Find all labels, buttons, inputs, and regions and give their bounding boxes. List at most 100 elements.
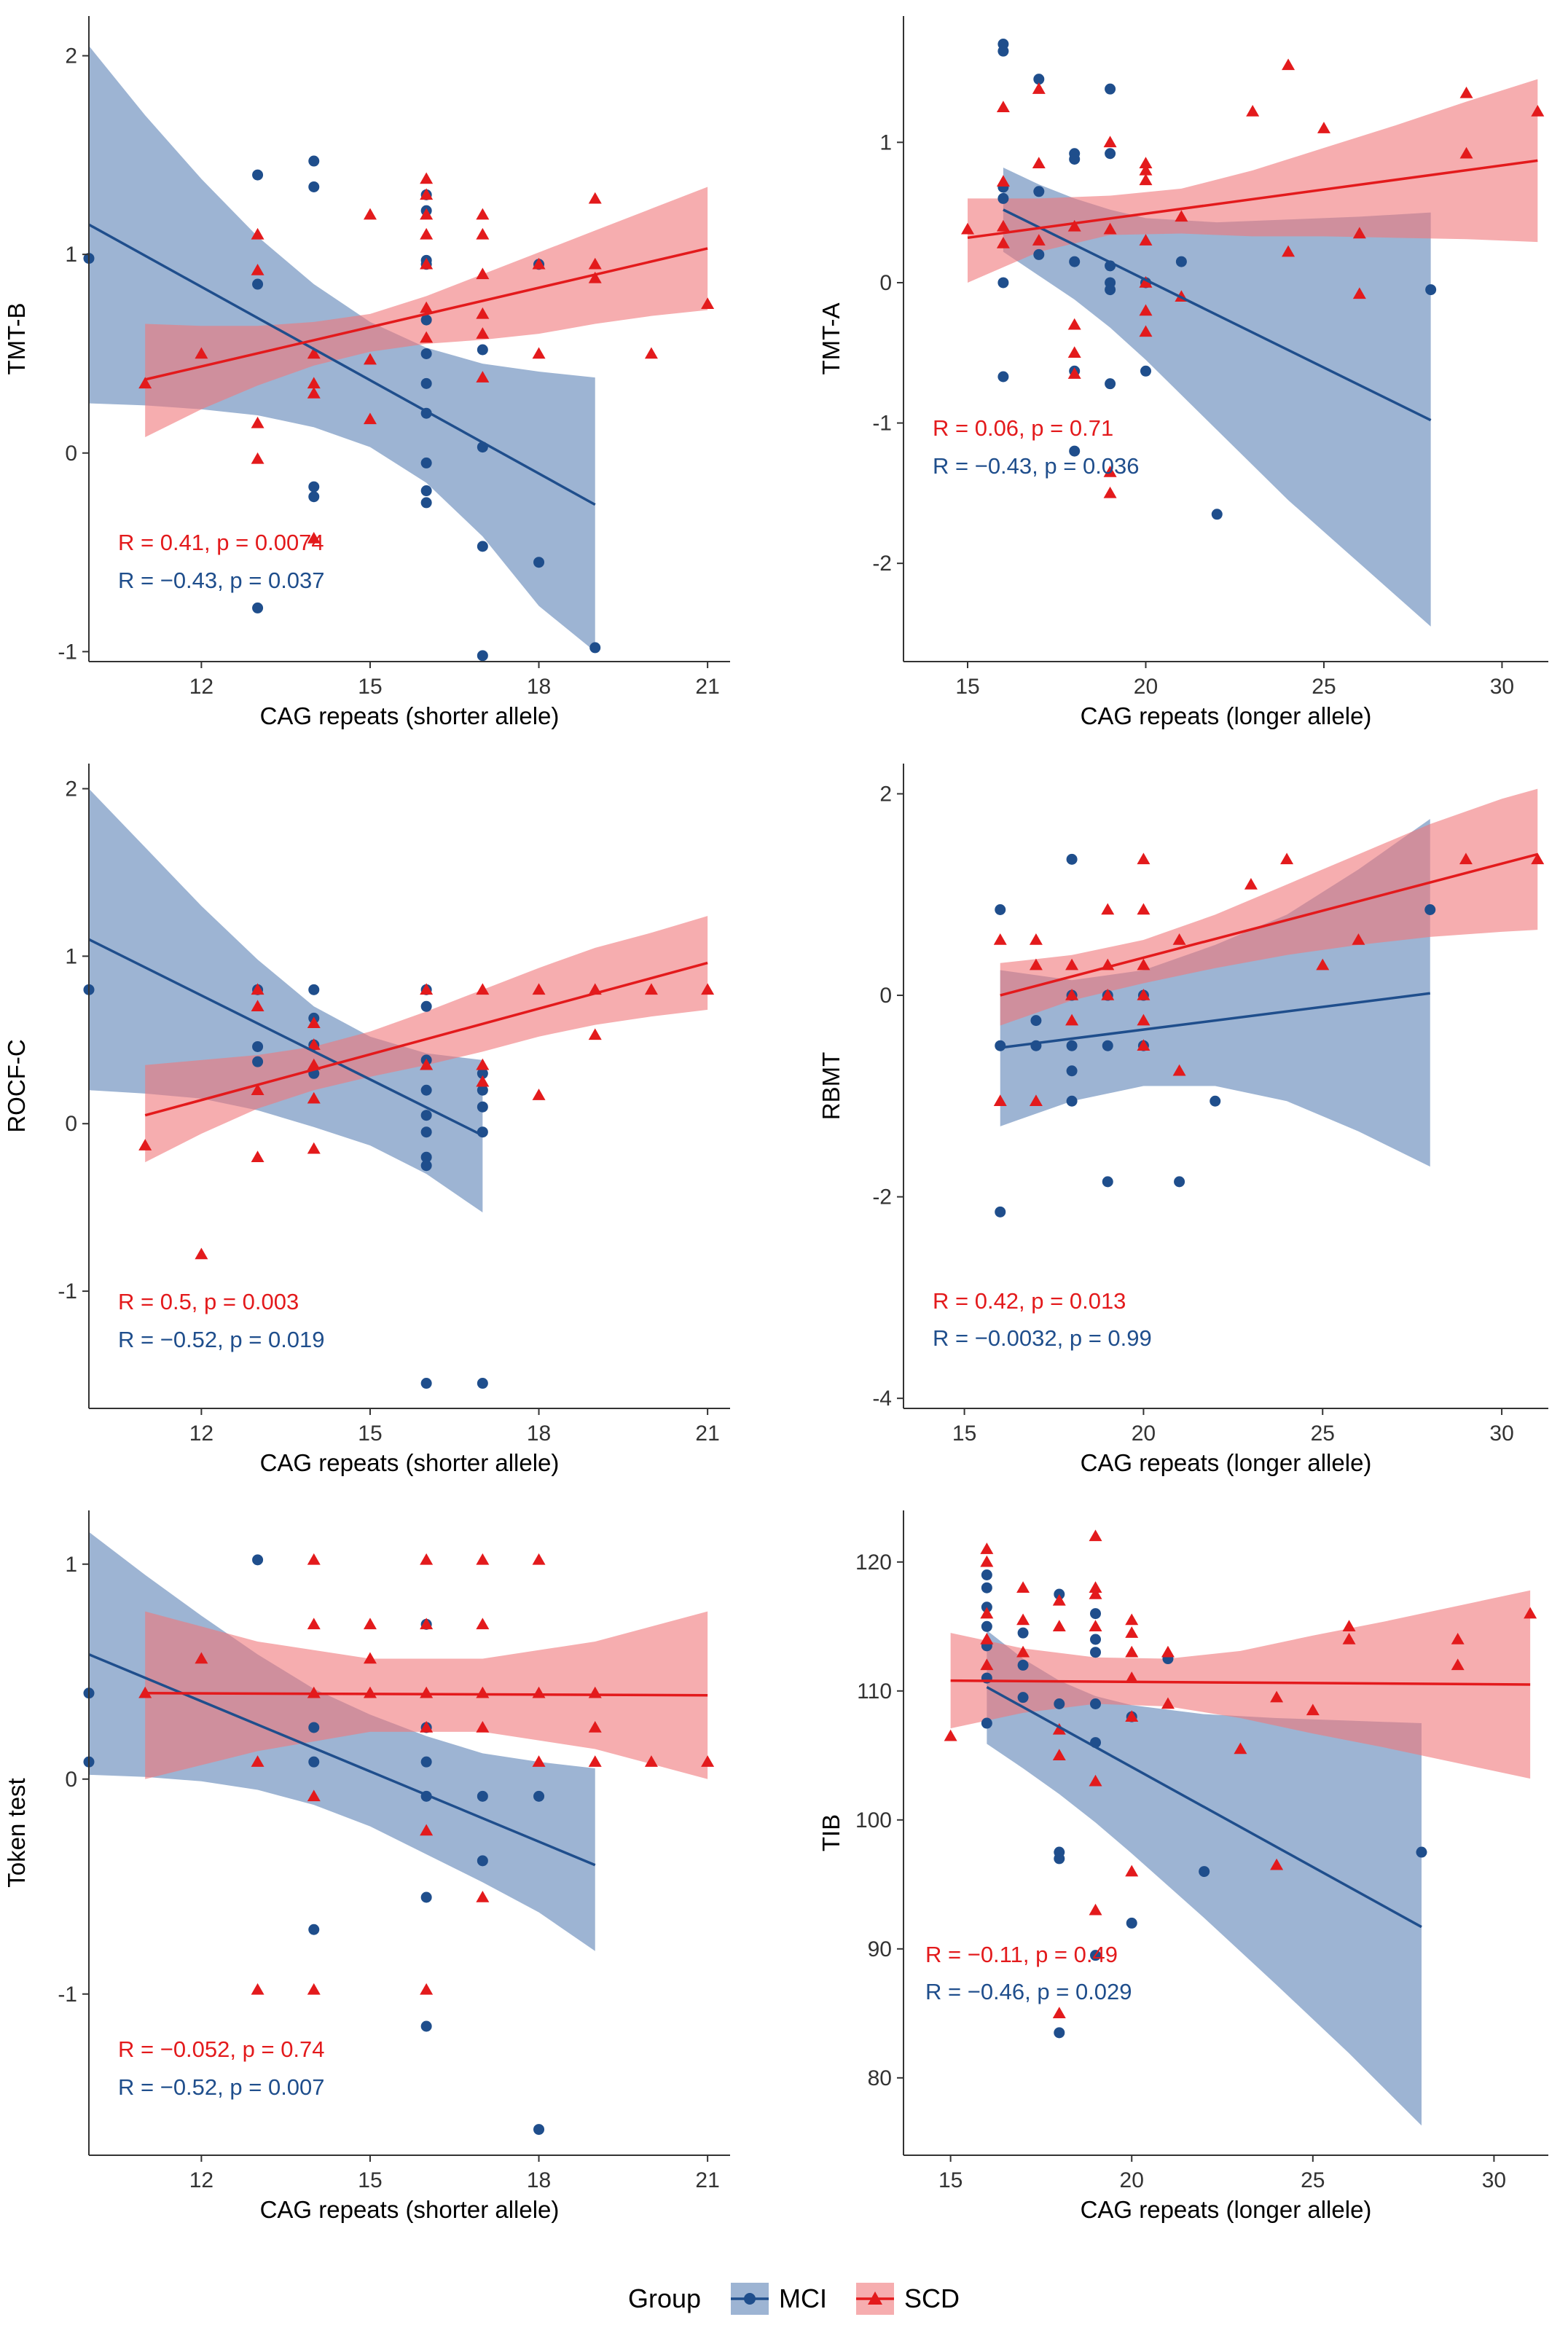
legend-title: Group [628,2283,701,2313]
stat-annotation: R = −0.43, p = 0.037 [118,568,325,593]
data-point-scd [1139,325,1153,337]
data-point-mci [420,2020,432,2032]
data-point-scd [1139,163,1153,176]
y-axis-title: TIB [818,1814,844,1851]
data-point-scd [588,1755,602,1767]
data-point-scd [1067,219,1081,232]
data-point-scd [251,1755,264,1767]
data-point-mci [1069,256,1081,267]
stat-annotation: R = −0.43, p = 0.036 [933,453,1140,479]
data-point-scd [476,1891,490,1902]
data-point-scd [363,353,377,365]
data-point-scd [701,1755,715,1767]
data-point-scd [1032,234,1046,246]
data-point-scd [420,1720,434,1733]
data-point-scd [980,1555,994,1567]
legend-label-mci: MCI [779,2283,827,2313]
x-tick-label: 15 [358,1422,382,1446]
data-point-mci [533,557,545,568]
data-point-mci [1102,1176,1113,1188]
x-tick-label: 30 [1490,675,1514,699]
y-tick-label: 0 [65,1112,77,1136]
data-point-scd [1067,346,1081,358]
x-axis-title: CAG repeats (longer allele) [1081,2196,1372,2223]
data-point-scd [363,1618,377,1630]
x-tick-label: 12 [189,2168,213,2192]
data-point-mci [1090,1634,1102,1645]
data-point-scd [363,412,377,425]
data-point-scd [1139,304,1153,316]
data-point-scd [420,1553,434,1565]
data-point-scd [1101,989,1115,1000]
data-point-mci [995,904,1006,916]
data-point-mci [1090,1608,1102,1620]
data-point-scd [1103,465,1117,477]
x-tick-label: 15 [358,2168,382,2192]
y-tick-label: 110 [857,1679,892,1703]
data-point-scd [307,386,321,399]
data-point-scd [476,1075,490,1087]
data-point-scd [1137,852,1150,865]
data-point-mci [1054,1853,1065,1865]
data-point-mci [308,181,320,192]
data-point-scd [644,1755,658,1767]
x-tick-label: 25 [1312,675,1336,699]
data-point-scd [944,1729,957,1741]
data-point-mci [420,1000,432,1012]
data-point-mci [420,1756,432,1768]
confidence-band-scd [950,1590,1531,1779]
data-point-scd [588,271,602,283]
data-point-scd [476,983,490,995]
data-point-scd [1137,958,1150,971]
data-point-scd [1316,958,1330,971]
y-tick-label: -1 [58,1279,77,1303]
y-axis-title: TMT-B [3,303,30,375]
data-point-mci [308,155,320,167]
regression-line-mci [1003,208,1432,422]
data-point-scd [420,172,434,184]
data-point-scd [532,257,546,270]
data-point-scd [1270,1858,1284,1870]
data-point-scd [1342,1633,1356,1644]
data-point-scd [1016,1581,1030,1593]
data-point-scd [1352,287,1366,299]
data-point-mci [1425,284,1437,296]
data-point-mci [1199,1866,1210,1878]
y-axis-title: Token test [3,1778,30,1887]
confidence-band-mci [987,1630,1422,2126]
data-point-mci [477,344,488,356]
data-point-scd [476,267,490,280]
data-point-mci [997,371,1009,383]
data-point-scd [1016,1645,1030,1658]
data-point-scd [1137,1039,1150,1051]
data-point-mci [252,602,264,613]
x-axis-title: CAG repeats (shorter allele) [260,1449,560,1476]
data-point-scd [307,1142,321,1154]
data-point-scd [1270,1690,1284,1703]
legend-key-marker-mci [744,2293,756,2305]
y-tick-label: -4 [872,1387,892,1411]
x-tick-label: 25 [1301,2168,1325,2192]
data-point-scd [644,983,658,995]
panel-tib: 80 90 100 110 120 15 20 25 30 CAG repeats (longer… [818,1510,1548,2223]
regression-line-scd [144,247,708,381]
data-point-scd [1103,486,1117,498]
x-tick-label: 25 [1311,1422,1335,1446]
data-point-mci [420,1151,432,1163]
y-tick-label: 1 [65,243,77,267]
data-point-scd [532,983,546,995]
y-tick-label: 0 [65,442,77,466]
data-point-scd [993,933,1007,945]
x-tick-label: 21 [695,2168,719,2192]
data-point-scd [420,257,434,270]
y-tick-label: 0 [65,1768,77,1792]
data-point-scd [1172,933,1186,945]
legend: Group MCI SCD [628,2283,960,2315]
data-point-scd [307,1058,321,1070]
data-point-scd [307,1016,321,1029]
data-point-mci [1105,284,1116,296]
data-point-scd [1029,933,1043,945]
data-point-scd [195,347,208,359]
data-point-scd [1175,210,1188,222]
